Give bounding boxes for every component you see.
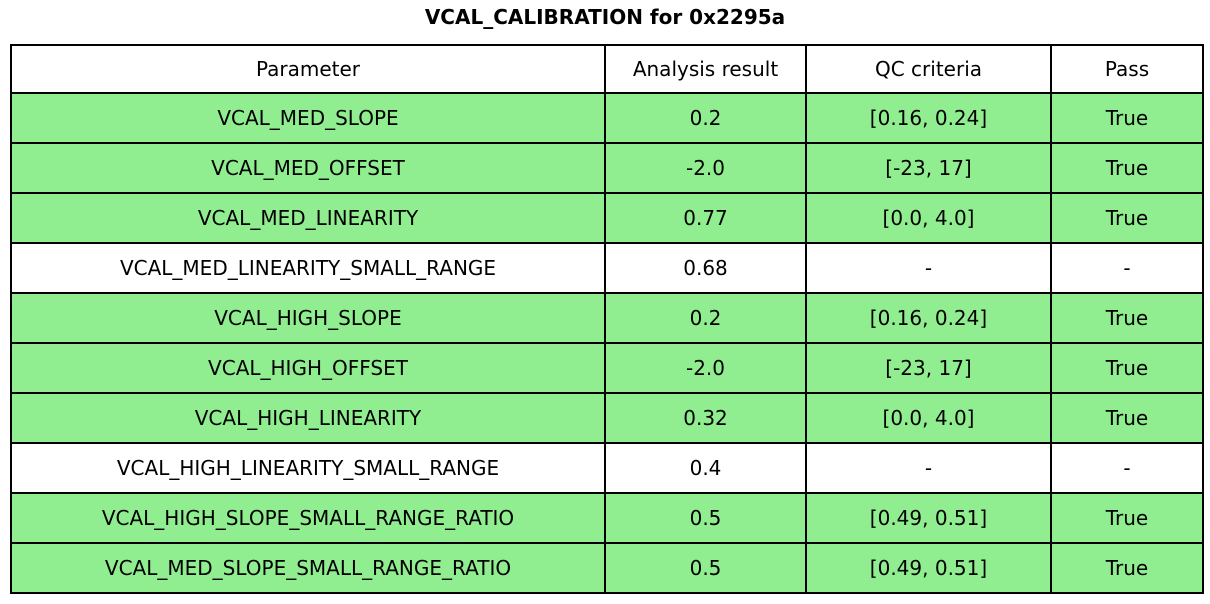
figure-title: VCAL_CALIBRATION for 0x2295a xyxy=(424,5,786,29)
pass-cell: - xyxy=(1050,442,1204,494)
table-row: VCAL_MED_SLOPE_SMALL_RANGE_RATIO 0.5 [0.… xyxy=(10,542,1204,594)
pass-cell: True xyxy=(1050,192,1204,244)
param-cell: VCAL_HIGH_SLOPE xyxy=(10,292,606,344)
criteria-cell: [0.49, 0.51] xyxy=(805,492,1052,544)
table-row: VCAL_HIGH_LINEARITY 0.32 [0.0, 4.0] True xyxy=(10,392,1204,444)
param-cell: VCAL_MED_OFFSET xyxy=(10,142,606,194)
criteria-cell: [0.16, 0.24] xyxy=(805,92,1052,144)
result-cell: 0.2 xyxy=(604,292,807,344)
result-cell: -2.0 xyxy=(604,142,807,194)
param-cell: VCAL_MED_SLOPE_SMALL_RANGE_RATIO xyxy=(10,542,606,594)
param-cell: VCAL_HIGH_OFFSET xyxy=(10,342,606,394)
table-row: VCAL_MED_LINEARITY_SMALL_RANGE 0.68 - - xyxy=(10,242,1204,294)
criteria-cell: - xyxy=(805,442,1052,494)
criteria-cell: [-23, 17] xyxy=(805,342,1052,394)
table-row: VCAL_HIGH_LINEARITY_SMALL_RANGE 0.4 - - xyxy=(10,442,1204,494)
pass-cell: True xyxy=(1050,92,1204,144)
pass-cell: True xyxy=(1050,392,1204,444)
result-cell: 0.2 xyxy=(604,92,807,144)
param-cell: VCAL_HIGH_LINEARITY xyxy=(10,392,606,444)
criteria-cell: [0.0, 4.0] xyxy=(805,192,1052,244)
pass-cell: True xyxy=(1050,292,1204,344)
col-header-qc-criteria: QC criteria xyxy=(805,44,1052,94)
col-header-parameter: Parameter xyxy=(10,44,606,94)
result-cell: 0.5 xyxy=(604,492,807,544)
pass-cell: True xyxy=(1050,342,1204,394)
col-header-analysis-result: Analysis result xyxy=(604,44,807,94)
table-row: VCAL_MED_LINEARITY 0.77 [0.0, 4.0] True xyxy=(10,192,1204,244)
pass-cell: - xyxy=(1050,242,1204,294)
criteria-cell: [-23, 17] xyxy=(805,142,1052,194)
table-row: VCAL_HIGH_SLOPE_SMALL_RANGE_RATIO 0.5 [0… xyxy=(10,492,1204,544)
criteria-cell: [0.16, 0.24] xyxy=(805,292,1052,344)
param-cell: VCAL_HIGH_LINEARITY_SMALL_RANGE xyxy=(10,442,606,494)
result-cell: 0.5 xyxy=(604,542,807,594)
table-row: VCAL_HIGH_SLOPE 0.2 [0.16, 0.24] True xyxy=(10,292,1204,344)
qc-results-table: Parameter Analysis result QC criteria Pa… xyxy=(10,44,1204,594)
pass-cell: True xyxy=(1050,492,1204,544)
pass-cell: True xyxy=(1050,142,1204,194)
table-row: VCAL_MED_OFFSET -2.0 [-23, 17] True xyxy=(10,142,1204,194)
criteria-cell: [0.49, 0.51] xyxy=(805,542,1052,594)
col-header-pass: Pass xyxy=(1050,44,1204,94)
result-cell: 0.68 xyxy=(604,242,807,294)
table-row: VCAL_HIGH_OFFSET -2.0 [-23, 17] True xyxy=(10,342,1204,394)
table-row: VCAL_MED_SLOPE 0.2 [0.16, 0.24] True xyxy=(10,92,1204,144)
result-cell: -2.0 xyxy=(604,342,807,394)
param-cell: VCAL_MED_LINEARITY_SMALL_RANGE xyxy=(10,242,606,294)
param-cell: VCAL_MED_SLOPE xyxy=(10,92,606,144)
header-row: Parameter Analysis result QC criteria Pa… xyxy=(10,44,1204,94)
result-cell: 0.4 xyxy=(604,442,807,494)
result-cell: 0.32 xyxy=(604,392,807,444)
criteria-cell: [0.0, 4.0] xyxy=(805,392,1052,444)
param-cell: VCAL_MED_LINEARITY xyxy=(10,192,606,244)
pass-cell: True xyxy=(1050,542,1204,594)
criteria-cell: - xyxy=(805,242,1052,294)
param-cell: VCAL_HIGH_SLOPE_SMALL_RANGE_RATIO xyxy=(10,492,606,544)
result-cell: 0.77 xyxy=(604,192,807,244)
